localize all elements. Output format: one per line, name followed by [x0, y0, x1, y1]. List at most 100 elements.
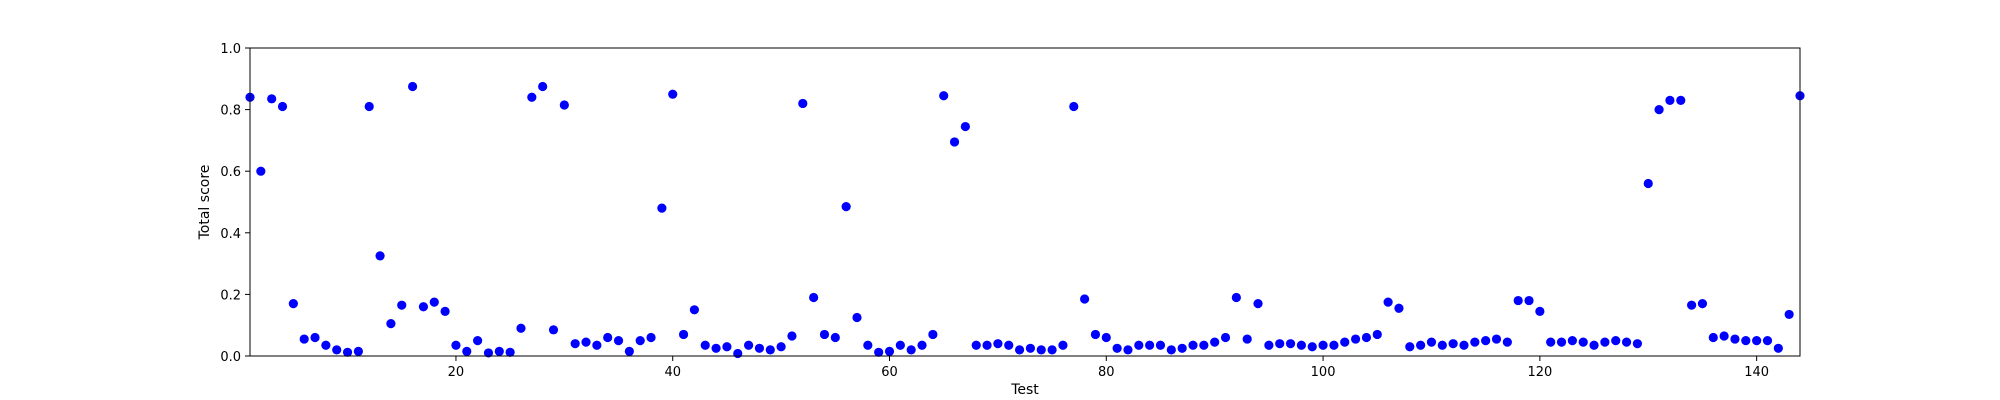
- data-point: [1502, 337, 1512, 347]
- data-point: [1014, 345, 1025, 355]
- data-point: [776, 342, 786, 352]
- data-point: [863, 340, 873, 350]
- data-point: [592, 340, 602, 350]
- y-tick-label: 0.0: [220, 350, 241, 365]
- data-point: [299, 334, 309, 344]
- data-point: [570, 339, 580, 349]
- data-point: [1513, 295, 1523, 306]
- data-point: [483, 348, 494, 358]
- data-point: [1231, 292, 1241, 303]
- data-point: [939, 91, 949, 101]
- data-point: [1524, 295, 1534, 306]
- data-point: [1275, 339, 1285, 349]
- data-point: [1210, 337, 1220, 347]
- data-point: [1329, 340, 1339, 350]
- data-point: [1220, 332, 1231, 343]
- data-point: [874, 347, 884, 357]
- data-point: [1383, 297, 1393, 307]
- data-point: [1741, 336, 1751, 346]
- data-point: [418, 302, 429, 312]
- data-point: [960, 121, 970, 132]
- data-point: [678, 329, 689, 340]
- data-point: [364, 101, 374, 112]
- data-point: [1546, 337, 1556, 347]
- y-axis-label: Total score: [197, 165, 213, 241]
- data-point: [711, 343, 721, 353]
- data-point: [1004, 340, 1014, 350]
- data-point: [397, 300, 407, 310]
- data-point: [1123, 345, 1133, 355]
- data-point: [1394, 303, 1404, 313]
- data-point: [1264, 340, 1274, 350]
- data-point: [982, 340, 992, 350]
- x-tick-label: 80: [1098, 365, 1115, 380]
- data-point: [1242, 334, 1252, 344]
- data-point: [440, 306, 450, 316]
- data-point: [1080, 294, 1090, 304]
- data-point: [744, 340, 754, 350]
- x-axis-label: Test: [1010, 382, 1039, 398]
- data-point: [1535, 306, 1545, 316]
- data-point: [1654, 105, 1664, 115]
- data-point: [928, 329, 938, 340]
- data-point: [1687, 300, 1697, 310]
- data-point: [1665, 95, 1675, 105]
- data-point: [1058, 340, 1068, 350]
- data-point: [1405, 342, 1415, 352]
- data-point: [1285, 339, 1296, 349]
- data-point: [1752, 336, 1762, 346]
- data-point: [1632, 339, 1643, 349]
- data-point: [310, 332, 320, 343]
- data-point: [1069, 101, 1079, 112]
- data-point: [841, 202, 851, 212]
- data-point: [819, 329, 830, 340]
- data-point: [1090, 329, 1101, 340]
- data-point: [1177, 343, 1187, 353]
- data-point: [906, 345, 916, 355]
- data-point: [852, 312, 862, 323]
- data-point: [895, 340, 905, 350]
- data-point: [613, 336, 624, 346]
- data-point: [1047, 345, 1057, 355]
- data-point: [689, 305, 700, 315]
- data-point: [1621, 337, 1632, 347]
- data-point: [1155, 340, 1166, 350]
- data-point: [516, 323, 526, 333]
- x-tick-label: 120: [1527, 365, 1552, 380]
- data-point: [1437, 340, 1447, 350]
- data-point: [830, 332, 840, 343]
- data-point: [754, 343, 765, 353]
- data-point: [1145, 340, 1155, 350]
- data-point: [288, 299, 298, 309]
- data-point: [1589, 340, 1599, 350]
- data-point: [1556, 337, 1567, 347]
- data-point: [1643, 178, 1653, 189]
- data-point: [256, 166, 266, 176]
- data-point: [505, 347, 515, 357]
- data-point: [1025, 343, 1036, 353]
- data-point: [635, 336, 645, 346]
- data-point: [407, 81, 418, 92]
- data-point: [462, 346, 472, 356]
- data-point: [733, 348, 743, 359]
- data-point: [1307, 342, 1317, 352]
- data-point: [1426, 337, 1437, 347]
- data-point: [603, 332, 613, 343]
- data-point: [1296, 340, 1306, 350]
- x-tick-label: 60: [881, 365, 898, 380]
- data-point: [1188, 340, 1198, 350]
- data-point: [1253, 299, 1263, 309]
- data-point: [1730, 334, 1740, 344]
- data-point: [1676, 95, 1686, 105]
- data-point: [1491, 334, 1502, 344]
- data-point: [581, 337, 591, 347]
- data-point: [1697, 299, 1708, 309]
- data-point: [1361, 332, 1372, 343]
- data-point: [277, 101, 288, 112]
- data-point: [765, 345, 775, 355]
- data-point: [1416, 340, 1426, 350]
- y-axis-ticks: 0.0 0.2 0.4 0.6 0.8 1.0: [220, 42, 250, 365]
- data-point: [809, 292, 819, 303]
